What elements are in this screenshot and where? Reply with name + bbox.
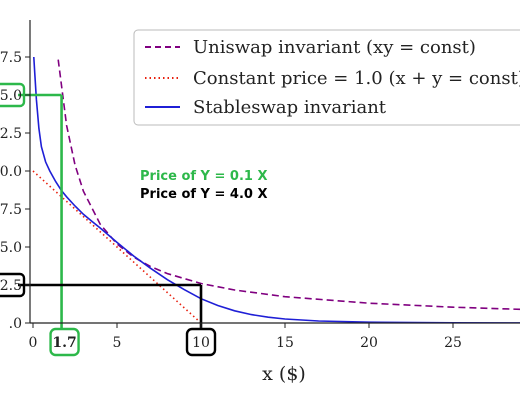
series-line-0 — [57, 59, 520, 311]
y-highlight-box-1 — [0, 272, 26, 298]
legend-label-constant: Constant price = 1.0 (x + y = const) — [193, 68, 520, 89]
x-tick-label-3: 15 — [276, 335, 294, 351]
x-tick-label-0: 0 — [29, 335, 38, 351]
x-highlight-label-0: 1.7 — [52, 335, 76, 351]
annotation-price-green: Price of Y = 0.1 X — [140, 169, 268, 184]
x-axis-label: x ($) — [262, 363, 306, 385]
x-tick-label-1: 5 — [113, 335, 122, 351]
y-tick-label-3: 7.5 — [0, 202, 22, 218]
legend-label-stableswap: Stableswap invariant — [193, 97, 387, 118]
y-tick-label-1: 2.5 — [0, 278, 22, 294]
curves-layer — [32, 56, 520, 323]
y-highlight-box-0 — [0, 82, 26, 108]
x-highlight-box-1 — [185, 327, 217, 357]
legend-label-uniswap: Uniswap invariant (xy = const) — [193, 37, 476, 58]
y-tick-label-6: 5.0 — [0, 88, 22, 104]
legend-box — [133, 29, 520, 126]
x-tick-label-4: 20 — [360, 335, 378, 351]
y-tick-label-0: .0 — [9, 316, 22, 332]
x-tick-label-5: 25 — [444, 335, 462, 351]
y-tick-label-2: 5.0 — [0, 240, 22, 256]
legend: Uniswap invariant (xy = const) Constant … — [133, 29, 520, 126]
annotation-price-black: Price of Y = 4.0 X — [140, 187, 268, 202]
annotation-guides: 1.7 10 — [0, 82, 217, 357]
y-tick-label-5: 2.5 — [0, 126, 22, 142]
series-line-1 — [32, 170, 202, 323]
series-line-2 — [33, 56, 520, 323]
ticks-layer: 0 5 15 20 25 .0 2.5 5.0 7.5 0.0 2.5 5.0 7.5 — [0, 50, 462, 351]
x-highlight-box-0 — [49, 327, 80, 357]
y-tick-label-4: 0.0 — [0, 164, 22, 180]
y-tick-label-7: 7.5 — [0, 50, 22, 66]
x-highlight-label-1: 10 — [192, 335, 210, 351]
